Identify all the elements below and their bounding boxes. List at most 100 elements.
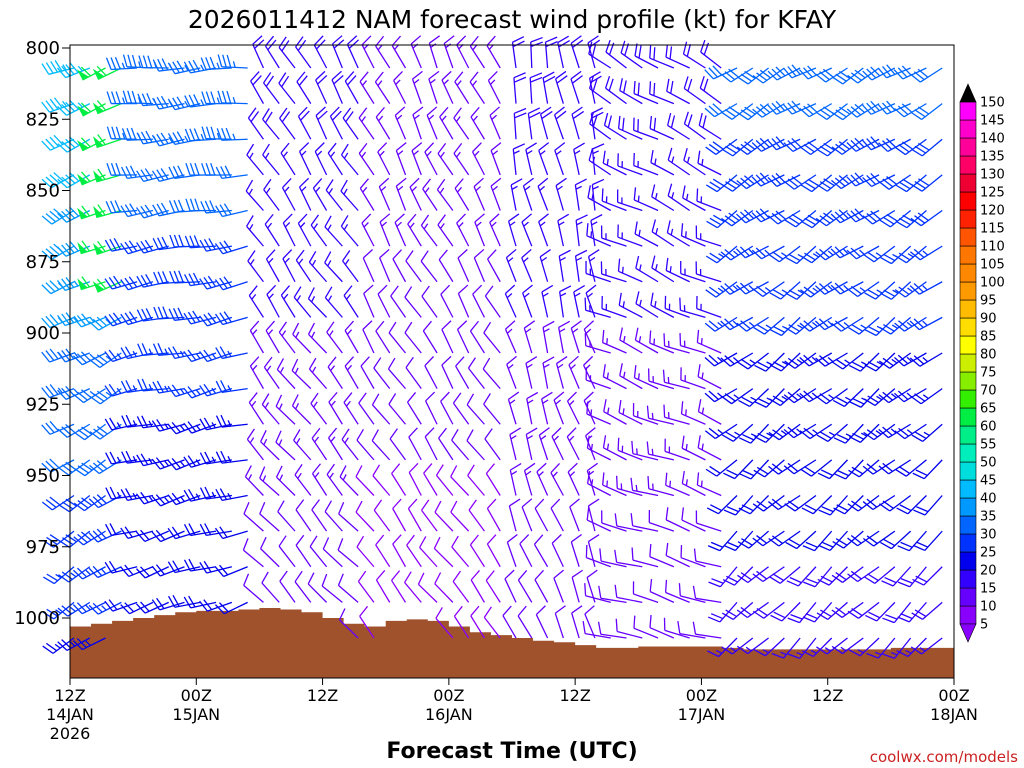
- wind-barb-flag: [866, 102, 876, 113]
- wind-barb-flag: [375, 35, 385, 47]
- wind-barb-flag: [508, 213, 520, 222]
- wind-barb: [394, 106, 407, 140]
- wind-barb-flag: [387, 357, 396, 370]
- wind-barb-halfflag: [876, 289, 883, 294]
- wind-barb-flag: [172, 346, 180, 358]
- wind-barb-flag: [167, 62, 176, 75]
- wind-barb-flag: [332, 35, 343, 45]
- wind-barb-flag: [50, 61, 59, 73]
- wind-barb: [588, 71, 602, 104]
- wind-barb-flag: [816, 646, 828, 655]
- wind-barb-flag: [894, 146, 906, 156]
- wind-barb-flag: [49, 174, 60, 184]
- wind-barb-flag: [223, 311, 232, 323]
- wind-barb: [408, 462, 422, 496]
- wind-barb-flag: [199, 523, 207, 536]
- wind-barb-flag: [895, 184, 907, 193]
- wind-barb-flag: [96, 278, 107, 289]
- wind-barb-flag: [741, 396, 754, 404]
- wind-barb-flag: [836, 469, 849, 477]
- wind-barb: [358, 107, 375, 140]
- wind-barb-flag: [200, 201, 207, 214]
- wind-barb: [521, 213, 533, 247]
- wind-barb-halfflag: [860, 432, 868, 437]
- wind-barb-flag: [457, 320, 468, 330]
- wind-barb: [424, 356, 438, 389]
- wind-barb-flag: [110, 200, 117, 213]
- wind-barb: [721, 138, 754, 157]
- wind-barb: [420, 214, 438, 247]
- wind-barb: [246, 143, 264, 176]
- wind-barb-flag: [188, 94, 196, 107]
- wind-barb-flag: [112, 312, 122, 324]
- wind-barb-flag: [649, 330, 652, 344]
- wind-barb-flag: [49, 458, 60, 469]
- wind-barb: [454, 178, 470, 211]
- wind-barb-flag: [831, 361, 844, 370]
- wind-barb-flag: [681, 470, 685, 484]
- wind-barb-flag: [879, 503, 891, 512]
- wind-barb-flag: [850, 106, 862, 116]
- wind-barb: [73, 388, 106, 404]
- wind-barb: [215, 346, 248, 360]
- wind-barb-halfflag: [396, 221, 402, 227]
- wind-barb-halfflag: [211, 353, 217, 359]
- colorbar-label: 140: [980, 132, 1005, 147]
- wind-barb-flag: [92, 530, 103, 541]
- wind-barb-halfflag: [843, 248, 849, 255]
- wind-barb: [736, 138, 769, 155]
- wind-barb-flag: [756, 285, 768, 295]
- wind-barb-flag: [80, 531, 92, 541]
- wind-barb-flag: [469, 320, 479, 332]
- wind-barb-halfflag: [343, 223, 349, 231]
- wind-barb-flag: [583, 391, 594, 402]
- wind-barb-flag: [608, 78, 614, 92]
- wind-barb-flag: [791, 100, 801, 111]
- wind-barb-halfflag: [491, 114, 497, 120]
- wind-barb: [680, 367, 706, 390]
- wind-barb: [356, 535, 375, 568]
- wind-barb-flag: [45, 315, 55, 327]
- wind-barb-flag: [614, 584, 618, 598]
- wind-barb-flag: [74, 468, 86, 477]
- wind-barb-flag: [738, 507, 751, 515]
- wind-barb-flag: [512, 36, 525, 43]
- wind-barb: [815, 209, 848, 227]
- wind-barb: [879, 494, 912, 512]
- wind-barb-flag: [146, 92, 153, 106]
- wind-barb-flag: [420, 214, 430, 226]
- wind-barb-flag: [592, 143, 605, 150]
- colorbar-segment: [959, 281, 977, 301]
- wind-barb-flag: [223, 240, 232, 252]
- wind-barb-flag: [194, 162, 200, 176]
- wind-barb-flag: [278, 321, 287, 333]
- wind-barb-halfflag: [122, 132, 126, 140]
- wind-barb-halfflag: [686, 156, 690, 164]
- wind-barb-flag: [49, 496, 61, 506]
- wind-barb-halfflag: [590, 231, 593, 238]
- wind-barb: [331, 35, 345, 69]
- wind-barb-flag: [184, 128, 191, 142]
- wind-barb-flag: [846, 142, 857, 152]
- wind-barb: [681, 470, 706, 497]
- wind-barb-halfflag: [492, 185, 498, 191]
- wind-barb-halfflag: [458, 222, 464, 228]
- wind-barb: [550, 498, 564, 532]
- wind-barb-flag: [848, 327, 860, 335]
- wind-barb-flag: [157, 271, 164, 284]
- wind-barb-shaft: [456, 329, 470, 354]
- wind-barb-flag: [533, 534, 544, 545]
- wind-barb: [489, 213, 501, 247]
- wind-barb-shaft: [377, 293, 391, 318]
- wind-barb-shaft: [695, 633, 722, 639]
- wind-barb: [58, 459, 91, 476]
- wind-barb-halfflag: [85, 569, 92, 576]
- wind-barb: [469, 71, 485, 104]
- wind-barb: [555, 355, 568, 389]
- wind-barb: [375, 570, 391, 603]
- wind-barb-flag: [831, 574, 843, 583]
- wind-barb-flag: [687, 78, 693, 92]
- wind-barb: [357, 570, 375, 603]
- wind-barb-halfflag: [122, 97, 126, 104]
- wind-barb: [214, 276, 248, 291]
